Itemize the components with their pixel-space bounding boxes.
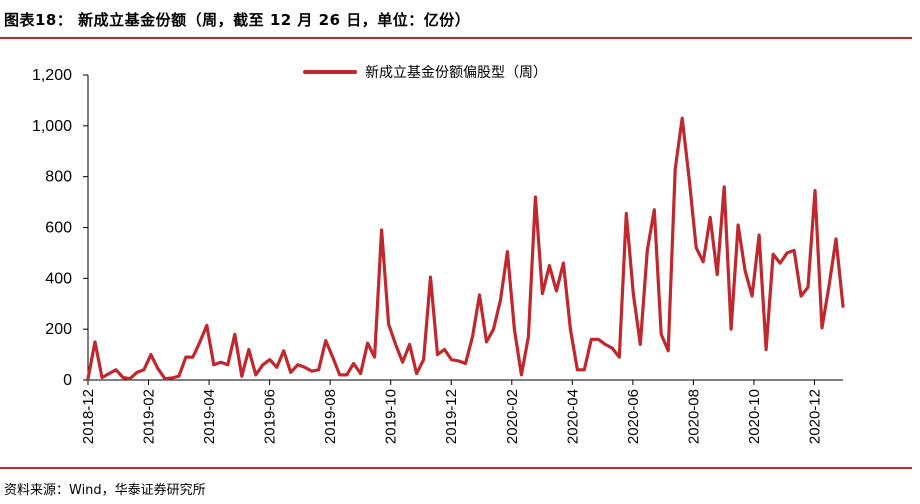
x-tick-label: 2019-04 [201, 389, 218, 444]
y-tick-label: 1,200 [32, 67, 72, 84]
x-tick-label: 2019-06 [262, 389, 279, 444]
y-tick-label: 600 [45, 220, 72, 237]
y-tick-label: 400 [45, 270, 72, 287]
x-tick-label: 2020-12 [806, 389, 823, 444]
y-tick-label: 0 [63, 372, 72, 389]
y-axis: 0 200 400 600 800 1,000 1,200 [32, 67, 89, 389]
series-line [86, 116, 845, 381]
title-rule [0, 37, 912, 39]
x-tick-label: 2020-10 [746, 389, 763, 444]
figure-title: 图表18： 新成立基金份额（周，截至 12 月 26 日，单位：亿份） [4, 11, 471, 29]
legend-label: 新成立基金份额偏股型（周） [365, 64, 547, 81]
plot-area [86, 116, 845, 381]
y-tick-label: 800 [45, 169, 72, 186]
x-tick-label: 2019-02 [141, 389, 158, 444]
x-tick-label: 2019-08 [322, 389, 339, 444]
x-tick-label: 2018-12 [80, 389, 97, 444]
y-tick-label: 200 [45, 321, 72, 338]
legend: 新成立基金份额偏股型（周） [303, 64, 547, 81]
x-tick-label: 2019-10 [383, 389, 400, 444]
source-rule [0, 467, 912, 469]
source-note: 资料来源：Wind，华泰证券研究所 [4, 483, 206, 498]
x-axis: 2018-12 2019-02 2019-04 2019-06 2019-08 2019-… [80, 379, 843, 444]
x-tick-label: 2020-04 [564, 389, 581, 444]
x-tick-label: 2020-02 [504, 389, 521, 444]
x-tick-label: 2020-06 [625, 389, 642, 444]
x-tick-label: 2019-12 [443, 389, 460, 444]
x-tick-label: 2020-08 [685, 389, 702, 444]
y-tick-label: 1,000 [32, 118, 72, 135]
